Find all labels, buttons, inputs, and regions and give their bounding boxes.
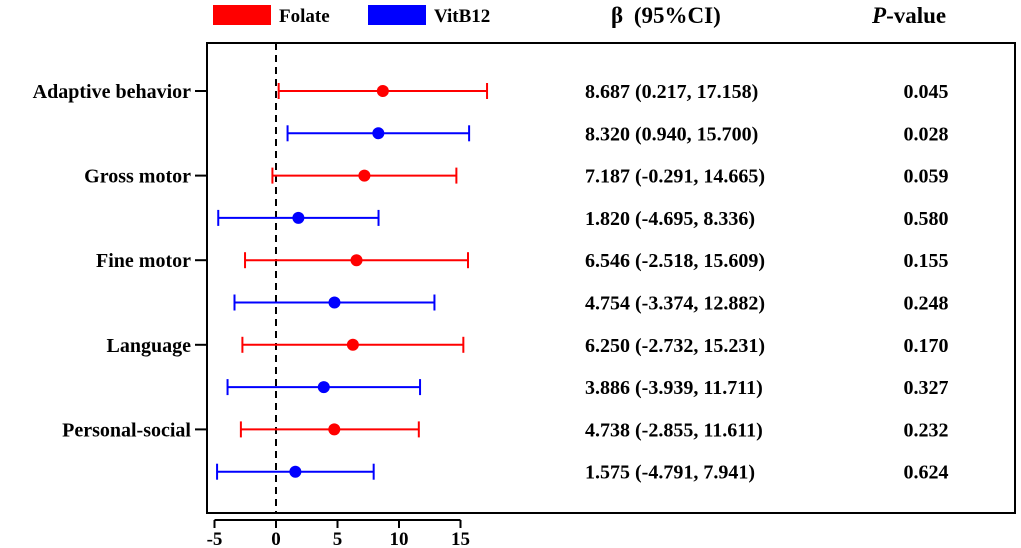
p-value-fine-motor-folate: 0.155 [904,250,949,272]
domain-label-fine-motor: Fine motor [96,250,191,272]
point-estimate-personal-social-vitb12 [289,465,302,478]
legend-swatch-vitb12 [368,5,426,25]
p-value-fine-motor-vitb12: 0.248 [904,293,949,315]
p-value-adaptive-behavior-vitb12: 0.028 [904,123,949,145]
ci-text-personal-social-folate: 4.738 (-2.855, 11.611) [585,419,763,441]
ci-text-adaptive-behavior-vitb12: 8.320 (0.940, 15.700) [585,123,758,145]
domain-label-gross-motor: Gross motor [84,166,191,188]
domain-label-personal-social: Personal-social [62,419,191,441]
p-header-rest: -value [886,3,946,28]
plot-frame [206,42,1016,514]
domain-label-adaptive-behavior: Adaptive behavior [33,81,191,103]
ci-text-fine-motor-vitb12: 4.754 (-3.374, 12.882) [585,293,765,315]
x-axis: -5 0 5 10 15 [207,519,470,548]
ci-header-beta: β [611,3,623,28]
ci-text-gross-motor-folate: 7.187 (-0.291, 14.665) [585,166,765,188]
ci-column-header: β (95%CI) [611,3,721,28]
legend-label-folate: Folate [279,6,330,27]
ci-text-adaptive-behavior-folate: 8.687 (0.217, 17.158) [585,81,758,103]
p-value-personal-social-vitb12: 0.624 [904,462,949,484]
x-tick-label-0: 0 [271,529,281,548]
point-estimate-adaptive-behavior-folate [376,85,389,97]
p-value-language-folate: 0.170 [904,335,949,357]
point-estimate-gross-motor-vitb12 [292,211,305,224]
ci-text-language-vitb12: 3.886 (-3.939, 11.711) [585,377,763,399]
legend-label-vitb12: VitB12 [434,6,490,27]
ci-text-personal-social-vitb12: 1.575 (-4.791, 7.941) [585,462,755,484]
row-texts: 8.687 (0.217, 17.158) 0.045 8.320 (0.940, … [585,81,949,484]
x-tick-label-5: 5 [333,529,343,548]
legend-swatch-folate [213,5,271,25]
p-value-personal-social-folate: 0.232 [904,419,949,441]
p-header-italic: P [871,3,887,28]
x-tick-label-5: -5 [207,529,223,548]
ci-text-language-folate: 6.250 (-2.732, 15.231) [585,335,765,357]
domain-labels: Adaptive behavior Gross motor Fine motor La… [33,81,192,441]
p-value-language-vitb12: 0.327 [904,377,949,399]
point-estimate-language-vitb12 [317,381,330,394]
point-estimate-fine-motor-folate [350,254,363,267]
y-axis-ticks [195,90,207,431]
ci-text-fine-motor-folate: 6.546 (-2.518, 15.609) [585,250,765,272]
x-tick-label-15: 15 [451,529,470,548]
forest-marks [216,83,489,480]
point-estimate-language-folate [346,338,359,351]
p-value-column-header: P-value [871,3,946,28]
point-estimate-personal-social-folate [328,423,341,436]
domain-label-language: Language [107,335,192,357]
x-tick-label-10: 10 [390,529,409,548]
point-estimate-fine-motor-vitb12 [328,296,341,309]
point-estimate-adaptive-behavior-vitb12 [372,127,385,140]
p-value-gross-motor-folate: 0.059 [904,166,949,188]
p-value-adaptive-behavior-folate: 0.045 [904,81,949,103]
ci-header-rest: (95%CI) [634,3,721,28]
ci-text-gross-motor-vitb12: 1.820 (-4.695, 8.336) [585,208,755,230]
p-value-gross-motor-vitb12: 0.580 [904,208,949,230]
point-estimate-gross-motor-folate [358,169,371,182]
